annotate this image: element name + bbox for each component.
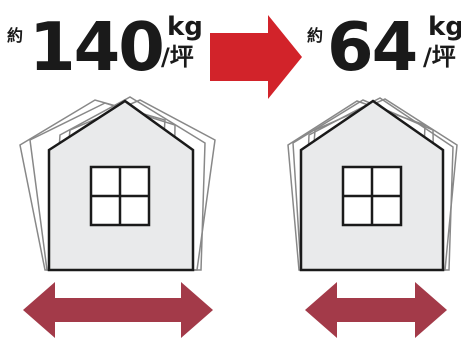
- after-weight-prefix: 約: [307, 26, 324, 45]
- window-icon: [341, 165, 403, 227]
- window-icon: [89, 165, 151, 227]
- after-weight-number: 64: [327, 8, 418, 86]
- after-weight-unit-tsubo: /坪: [423, 43, 456, 71]
- after-width-arrow-icon: [305, 282, 447, 338]
- before-panel: 約 140 kg /坪: [0, 0, 225, 338]
- after-panel: 約 64 kg /坪: [262, 0, 461, 338]
- before-weight-number: 140: [29, 8, 165, 86]
- after-weight-unit-kg: kg: [428, 12, 461, 42]
- before-weight-prefix: 約: [7, 26, 24, 45]
- after-house-illustration: [287, 97, 458, 272]
- before-house-illustration: [19, 96, 216, 272]
- before-weight-unit-tsubo: /坪: [161, 43, 194, 71]
- transition-arrow-icon: [210, 15, 302, 99]
- before-weight-unit-kg: kg: [167, 12, 203, 42]
- before-width-arrow-icon: [23, 282, 213, 338]
